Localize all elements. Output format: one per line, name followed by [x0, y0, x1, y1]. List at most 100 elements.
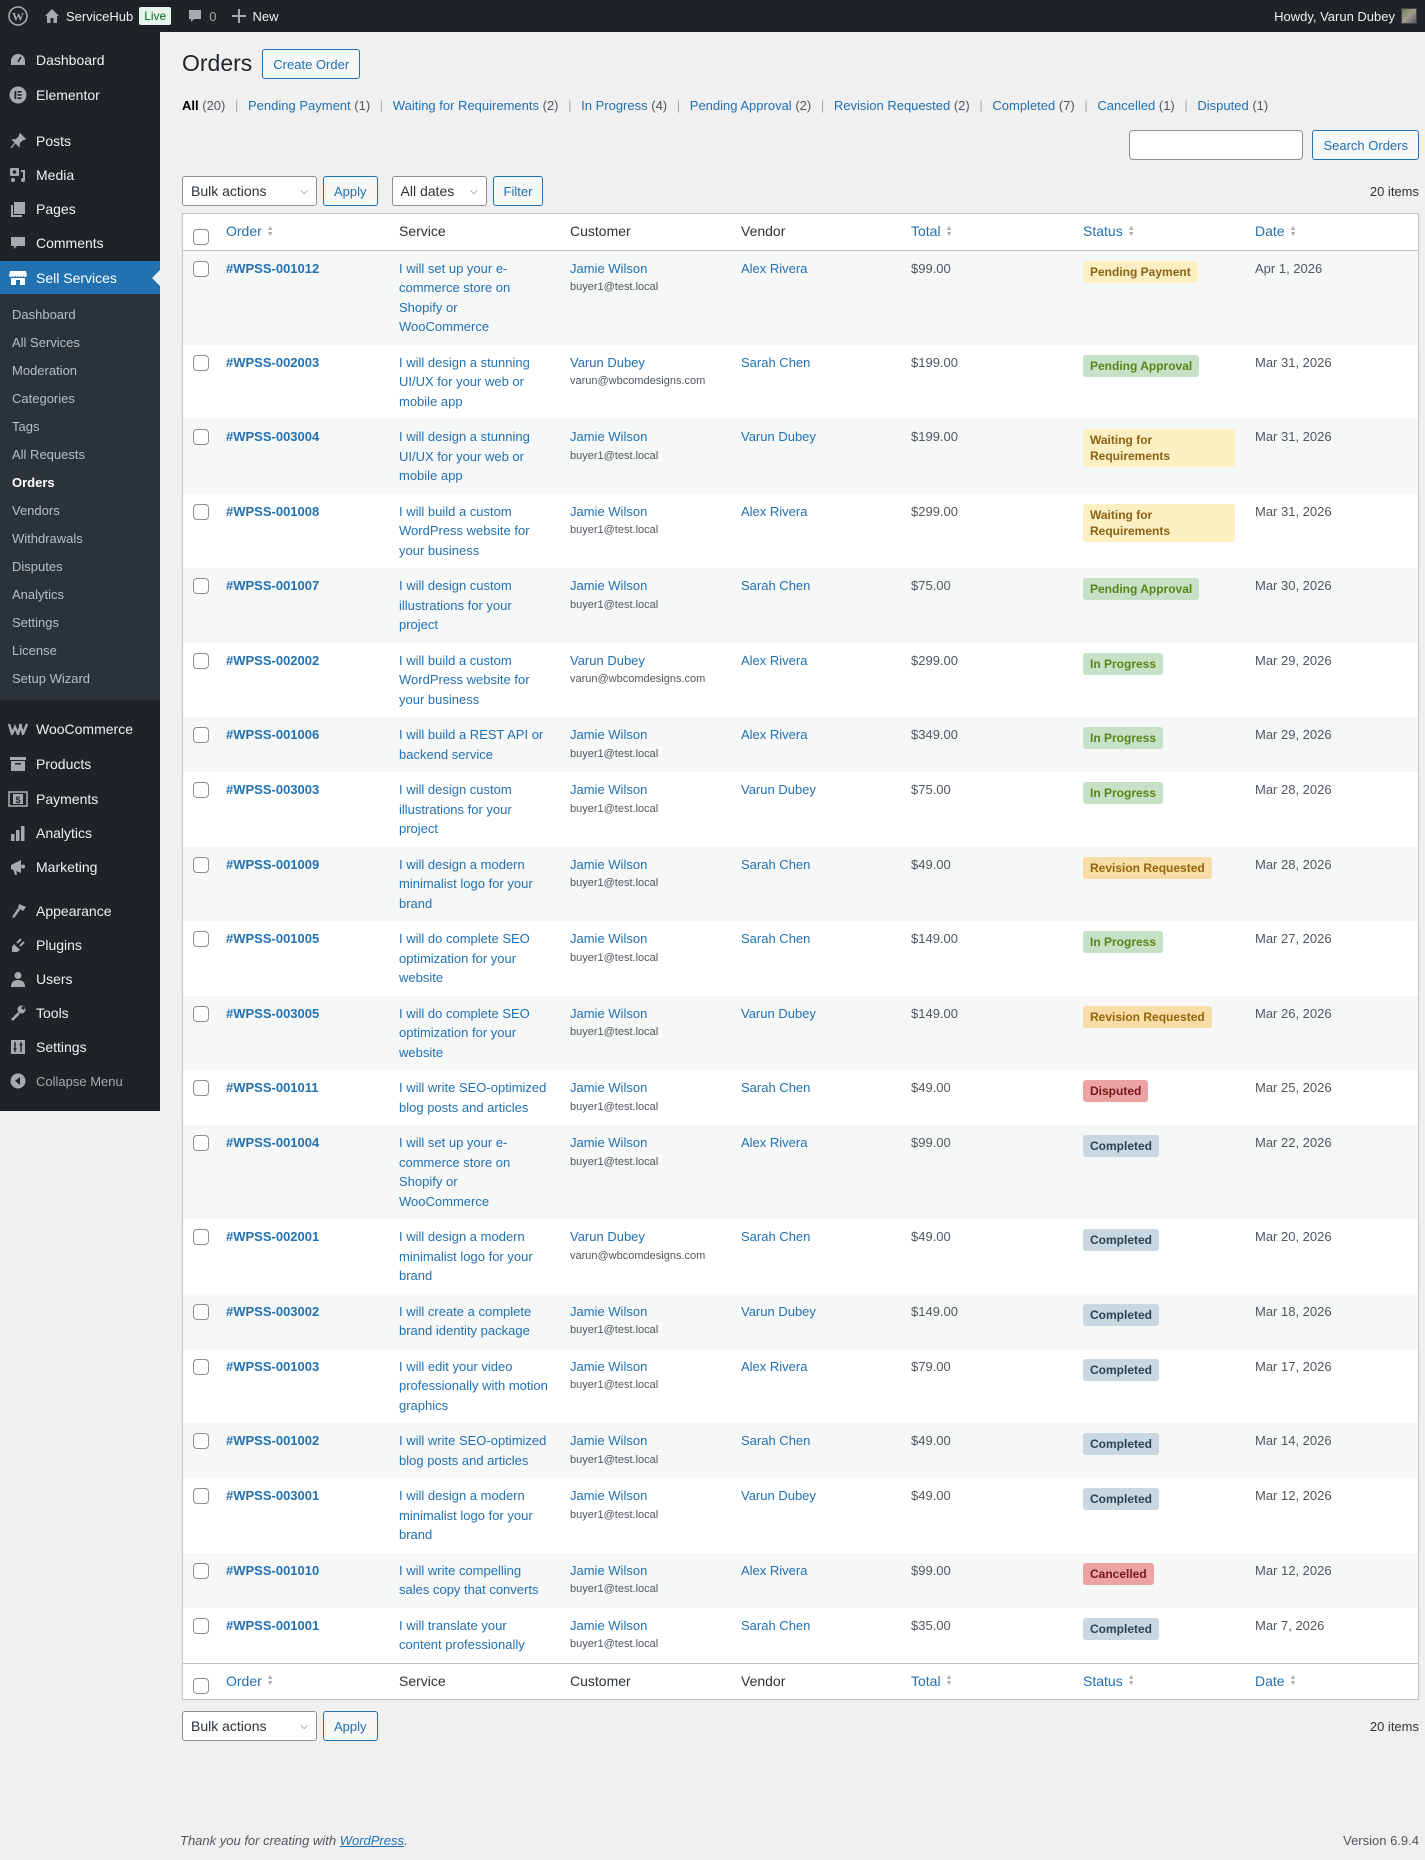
row-checkbox[interactable] — [193, 1617, 209, 1634]
sort-status-column[interactable]: Status ▲ ▼ — [1083, 223, 1135, 239]
row-checkbox[interactable] — [193, 1080, 209, 1097]
view-completed[interactable]: Completed (7) — [992, 98, 1075, 113]
comments-link[interactable]: 0 — [179, 0, 224, 32]
service-link[interactable]: I will do complete SEO optimization for … — [399, 931, 530, 986]
service-link[interactable]: I will do complete SEO optimization for … — [399, 1005, 530, 1060]
wordpress-logo-icon[interactable]: W — [0, 0, 36, 32]
bulk-actions-select[interactable]: Bulk actions ⌵ — [182, 176, 317, 206]
apply-button-bottom[interactable]: Apply — [323, 1711, 378, 1741]
sidebar-item-woocommerce[interactable]: WooCommerce — [0, 712, 160, 746]
vendor-link[interactable]: Sarah Chen — [741, 1617, 811, 1633]
sidebar-item-elementor[interactable]: Elementor — [0, 78, 160, 112]
customer-link[interactable]: Jamie Wilson — [570, 1488, 648, 1504]
submenu-item-tags[interactable]: Tags — [12, 419, 40, 434]
sidebar-item-posts[interactable]: Posts — [0, 124, 160, 158]
service-link[interactable]: I will design a modern minimalist logo f… — [399, 856, 533, 911]
row-checkbox[interactable] — [193, 578, 209, 595]
service-link[interactable]: I will set up your e-commerce store on S… — [399, 260, 511, 335]
sidebar-item-tools[interactable]: Tools — [0, 996, 160, 1030]
row-checkbox[interactable] — [193, 782, 209, 799]
submenu-item-categories[interactable]: Categories — [12, 391, 75, 406]
vendor-link[interactable]: Varun Dubey — [741, 1488, 816, 1504]
customer-link[interactable]: Jamie Wilson — [570, 727, 648, 743]
sidebar-item-dashboard[interactable]: Dashboard — [0, 43, 160, 77]
sidebar-item-payments[interactable]: $ Payments — [0, 782, 160, 816]
order-link[interactable]: #WPSS-003003 — [226, 782, 320, 798]
site-name-link[interactable]: ServiceHub Live — [36, 0, 179, 32]
view-cancelled[interactable]: Cancelled (1) — [1097, 98, 1175, 113]
order-link[interactable]: #WPSS-001010 — [226, 1562, 320, 1578]
order-link[interactable]: #WPSS-003002 — [226, 1303, 320, 1319]
service-link[interactable]: I will design a stunning UI/UX for your … — [399, 429, 530, 484]
sort-total-column[interactable]: Total ▲ ▼ — [911, 223, 953, 239]
row-checkbox[interactable] — [193, 260, 209, 277]
row-checkbox[interactable] — [193, 1358, 209, 1375]
row-checkbox[interactable] — [193, 652, 209, 669]
apply-button[interactable]: Apply — [323, 176, 378, 206]
row-checkbox[interactable] — [193, 727, 209, 744]
service-link[interactable]: I will design a stunning UI/UX for your … — [399, 354, 530, 409]
row-checkbox[interactable] — [193, 503, 209, 520]
service-link[interactable]: I will build a custom WordPress website … — [399, 503, 530, 558]
service-link[interactable]: I will design a modern minimalist logo f… — [399, 1229, 533, 1284]
vendor-link[interactable]: Sarah Chen — [741, 931, 811, 947]
service-link[interactable]: I will build a custom WordPress website … — [399, 652, 530, 707]
search-input[interactable] — [1129, 130, 1304, 160]
service-link[interactable]: I will design custom illustrations for y… — [399, 578, 512, 633]
service-link[interactable]: I will design a modern minimalist logo f… — [399, 1488, 533, 1543]
select-all-checkbox-bottom[interactable] — [193, 1678, 209, 1695]
order-link[interactable]: #WPSS-001012 — [226, 260, 320, 276]
order-link[interactable]: #WPSS-003001 — [226, 1488, 320, 1504]
view-in-progress[interactable]: In Progress (4) — [581, 98, 668, 113]
order-link[interactable]: #WPSS-001009 — [226, 856, 320, 872]
search-orders-button[interactable]: Search Orders — [1312, 130, 1419, 160]
customer-link[interactable]: Jamie Wilson — [570, 782, 648, 798]
order-link[interactable]: #WPSS-001007 — [226, 578, 320, 594]
customer-link[interactable]: Jamie Wilson — [570, 260, 648, 276]
order-link[interactable]: #WPSS-001005 — [226, 931, 320, 947]
sidebar-item-settings[interactable]: Settings — [0, 1030, 160, 1064]
customer-link[interactable]: Jamie Wilson — [570, 1005, 648, 1021]
vendor-link[interactable]: Varun Dubey — [741, 429, 816, 445]
customer-link[interactable]: Jamie Wilson — [570, 429, 648, 445]
submenu-item-moderation[interactable]: Moderation — [12, 363, 78, 378]
vendor-link[interactable]: Alex Rivera — [741, 260, 808, 276]
submenu-item-settings[interactable]: Settings — [12, 615, 59, 630]
sidebar-item-marketing[interactable]: Marketing — [0, 850, 160, 884]
sidebar-item-pages[interactable]: Pages — [0, 192, 160, 226]
submenu-item-all-services[interactable]: All Services — [12, 335, 80, 350]
customer-link[interactable]: Jamie Wilson — [570, 931, 648, 947]
customer-link[interactable]: Varun Dubey — [570, 354, 645, 370]
vendor-link[interactable]: Sarah Chen — [741, 1080, 811, 1096]
select-all-checkbox[interactable] — [193, 228, 209, 245]
vendor-link[interactable]: Sarah Chen — [741, 354, 811, 370]
order-link[interactable]: #WPSS-001002 — [226, 1433, 320, 1449]
submenu-item-withdrawals[interactable]: Withdrawals — [12, 531, 83, 546]
row-checkbox[interactable] — [193, 931, 209, 948]
vendor-link[interactable]: Alex Rivera — [741, 503, 808, 519]
submenu-item-dashboard[interactable]: Dashboard — [12, 307, 76, 322]
sidebar-item-products[interactable]: Products — [0, 747, 160, 781]
row-checkbox[interactable] — [193, 856, 209, 873]
user-account-menu[interactable]: Howdy, Varun Dubey — [1266, 0, 1425, 32]
customer-link[interactable]: Jamie Wilson — [570, 1303, 648, 1319]
order-link[interactable]: #WPSS-001001 — [226, 1617, 320, 1633]
sort-order-column-bottom[interactable]: Order ▲ ▼ — [226, 1672, 274, 1689]
submenu-item-analytics[interactable]: Analytics — [12, 587, 65, 602]
sidebar-item-analytics[interactable]: Analytics — [0, 816, 160, 850]
dates-select[interactable]: All dates ⌵ — [391, 176, 487, 206]
vendor-link[interactable]: Alex Rivera — [741, 1562, 808, 1578]
view-disputed[interactable]: Disputed (1) — [1197, 98, 1269, 113]
row-checkbox[interactable] — [193, 1005, 209, 1022]
vendor-link[interactable]: Varun Dubey — [741, 1303, 816, 1319]
customer-link[interactable]: Jamie Wilson — [570, 578, 648, 594]
view-pending-approval[interactable]: Pending Approval (2) — [689, 98, 812, 113]
row-checkbox[interactable] — [193, 1229, 209, 1246]
sidebar-item-media[interactable]: Media — [0, 158, 160, 192]
order-link[interactable]: #WPSS-002003 — [226, 354, 320, 370]
row-checkbox[interactable] — [193, 1433, 209, 1450]
customer-link[interactable]: Varun Dubey — [570, 1229, 645, 1245]
order-link[interactable]: #WPSS-001011 — [226, 1080, 319, 1096]
service-link[interactable]: I will write SEO-optimized blog posts an… — [399, 1433, 547, 1468]
bulk-actions-select-bottom[interactable]: Bulk actions ⌵ — [182, 1711, 317, 1741]
